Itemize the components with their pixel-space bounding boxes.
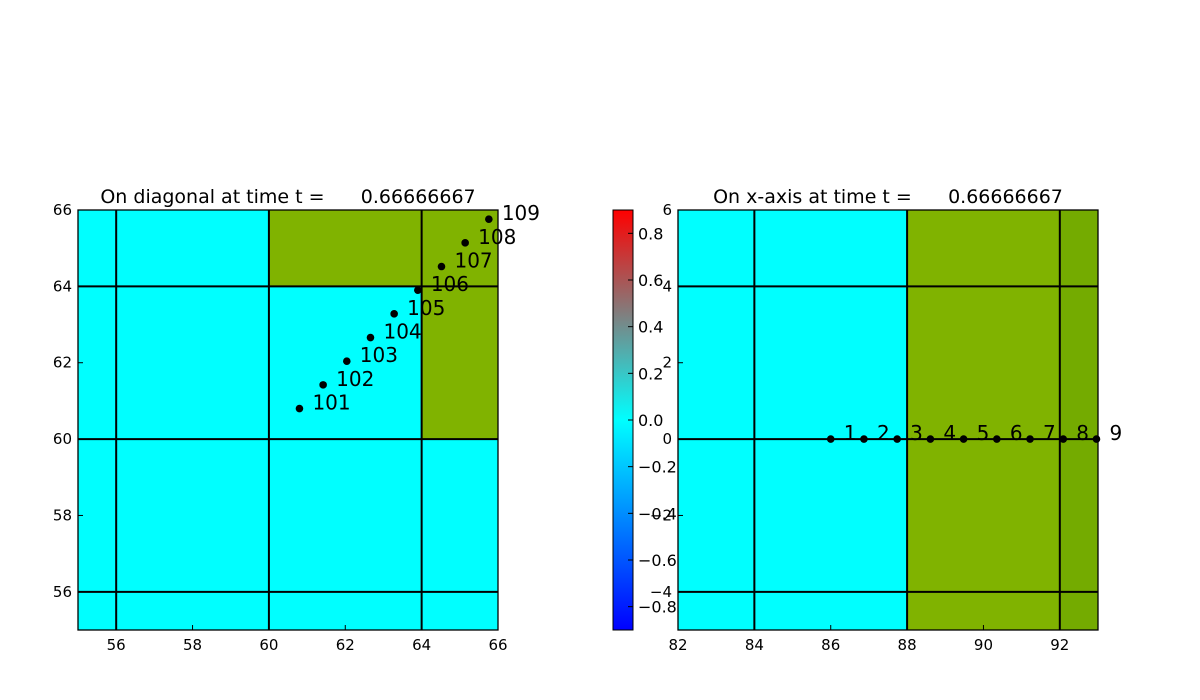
diagonal-plot-point-label-103: 103 <box>360 343 398 367</box>
diagonal-plot-point-102 <box>319 381 327 389</box>
diagonal-plot-xtick-label: 56 <box>107 636 126 654</box>
diagonal-plot-ytick-label: 60 <box>53 430 72 448</box>
x-axis-plot-point-label-5: 5 <box>977 421 990 445</box>
x-axis-plot-xtick-label: 82 <box>668 636 687 654</box>
diagonal-plot-point-label-102: 102 <box>336 367 374 391</box>
x-axis-plot-ytick-label: 6 <box>662 201 672 219</box>
x-axis-plot-point-4 <box>926 435 935 443</box>
x-axis-plot-point-label-9: 9 <box>1109 421 1122 445</box>
diagonal-plot-point-label-109: 109 <box>502 201 540 225</box>
x-axis-plot-point-6 <box>993 435 1001 443</box>
colorbar-tick-label: 0.8 <box>638 224 663 243</box>
diagonal-plot-ytick-label: 62 <box>53 354 72 372</box>
colorbar-tick-label: −0.6 <box>638 551 677 570</box>
x-axis-plot-point-label-1: 1 <box>844 421 857 445</box>
diagonal-plot-xtick-label: 64 <box>412 636 431 654</box>
x-axis-plot-point-label-2: 2 <box>877 421 890 445</box>
colorbar: −0.8 −0.6 −0.4 −0.2 0.0 0.2 0.4 0.6 0.8 <box>612 209 677 631</box>
diagonal-plot-ytick-label: 56 <box>53 583 72 601</box>
diagonal-plot-point-103 <box>343 357 351 366</box>
x-axis-plot-region <box>907 210 1060 630</box>
diagonal-plot-point-101 <box>295 404 304 413</box>
x-axis-plot-point-label-6: 6 <box>1010 421 1023 445</box>
x-axis-plot-xtick-label: 86 <box>821 636 840 654</box>
diagonal-plot-point-label-101: 101 <box>312 391 350 415</box>
x-axis-plot-point-8 <box>1059 435 1068 443</box>
diagonal-plot-point-109 <box>485 215 493 223</box>
diagonal-plot-ytick-label: 58 <box>53 506 72 524</box>
colorbar-tick-label: −0.4 <box>638 504 677 523</box>
diagonal-plot-frame <box>77 209 499 631</box>
diagonal-plot-xtick-label: 60 <box>259 636 278 654</box>
diagonal-plot-point-label-104: 104 <box>383 320 421 344</box>
x-axis-plot-region <box>1059 210 1098 630</box>
diagonal-plot-ytick-label: 66 <box>53 201 72 219</box>
x-axis-plot-point-3 <box>893 435 901 443</box>
diagonal-plot-region <box>268 210 498 287</box>
colorbar-tick-label: 0.4 <box>638 318 663 337</box>
x-axis-plot-ytick-label: −2 <box>650 506 672 524</box>
diagonal-plot-point-label-105: 105 <box>407 296 445 320</box>
diagonal-plot-point-104 <box>366 333 375 342</box>
colorbar-tick-label: −0.8 <box>638 598 677 617</box>
x-axis-plot-xtick-label: 90 <box>974 636 993 654</box>
colorbar-tick-label: 0.0 <box>638 411 663 430</box>
x-axis-plot-point-label-4: 4 <box>943 421 956 445</box>
colorbar-tick-label: −0.2 <box>638 458 677 477</box>
diagonal-plot-title: On diagonal at time t = 0.66666667 <box>100 186 475 208</box>
x-axis-plot-point-9 <box>1092 435 1101 443</box>
x-axis-plot-xtick-label: 84 <box>745 636 764 654</box>
x-axis-plot-point-1 <box>826 435 835 443</box>
x-axis-plot-xtick-label: 92 <box>1050 636 1069 654</box>
colorbar-tick-label: 0.6 <box>638 271 663 290</box>
diagonal-plot-point-106 <box>414 286 422 294</box>
diagonal-plot-ytick-label: 64 <box>53 277 72 295</box>
diagonal-plot-point-label-106: 106 <box>431 272 469 296</box>
diagonal-plot-region <box>421 286 498 440</box>
x-axis-plot: On x-axis at time t = 0.66666667 82 84 86 8… <box>650 186 1122 654</box>
x-axis-plot-ytick-label: −4 <box>650 583 672 601</box>
x-axis-plot-title: On x-axis at time t = 0.66666667 <box>713 186 1063 208</box>
diagonal-plot-xtick-label: 58 <box>183 636 202 654</box>
x-axis-plot-point-5 <box>959 435 968 443</box>
x-axis-plot-point-2 <box>860 435 868 443</box>
x-axis-plot-ytick-label: 4 <box>662 277 672 295</box>
x-axis-plot-point-label-8: 8 <box>1076 421 1089 445</box>
diagonal-plot-point-108 <box>461 239 469 247</box>
colorbar-tick-label: 0.2 <box>638 364 663 383</box>
diagonal-plot-point-label-107: 107 <box>454 249 492 273</box>
x-axis-plot-ytick-label: 0 <box>662 430 672 448</box>
diagonal-plot-point-107 <box>437 262 446 271</box>
diagonal-plot: On diagonal at time t = 0.66666667 56 58 6… <box>53 186 540 654</box>
x-axis-plot-frame <box>677 209 1099 631</box>
x-axis-plot-xtick-label: 88 <box>898 636 917 654</box>
x-axis-plot-point-label-3: 3 <box>910 421 923 445</box>
x-axis-plot-point-7 <box>1026 435 1034 443</box>
x-axis-plot-point-label-7: 7 <box>1043 421 1056 445</box>
diagonal-plot-xtick-label: 66 <box>488 636 507 654</box>
x-axis-plot-ytick-label: 2 <box>662 354 672 372</box>
diagonal-plot-point-105 <box>390 310 398 318</box>
diagonal-plot-point-label-108: 108 <box>478 225 516 249</box>
diagonal-plot-xtick-label: 62 <box>336 636 355 654</box>
